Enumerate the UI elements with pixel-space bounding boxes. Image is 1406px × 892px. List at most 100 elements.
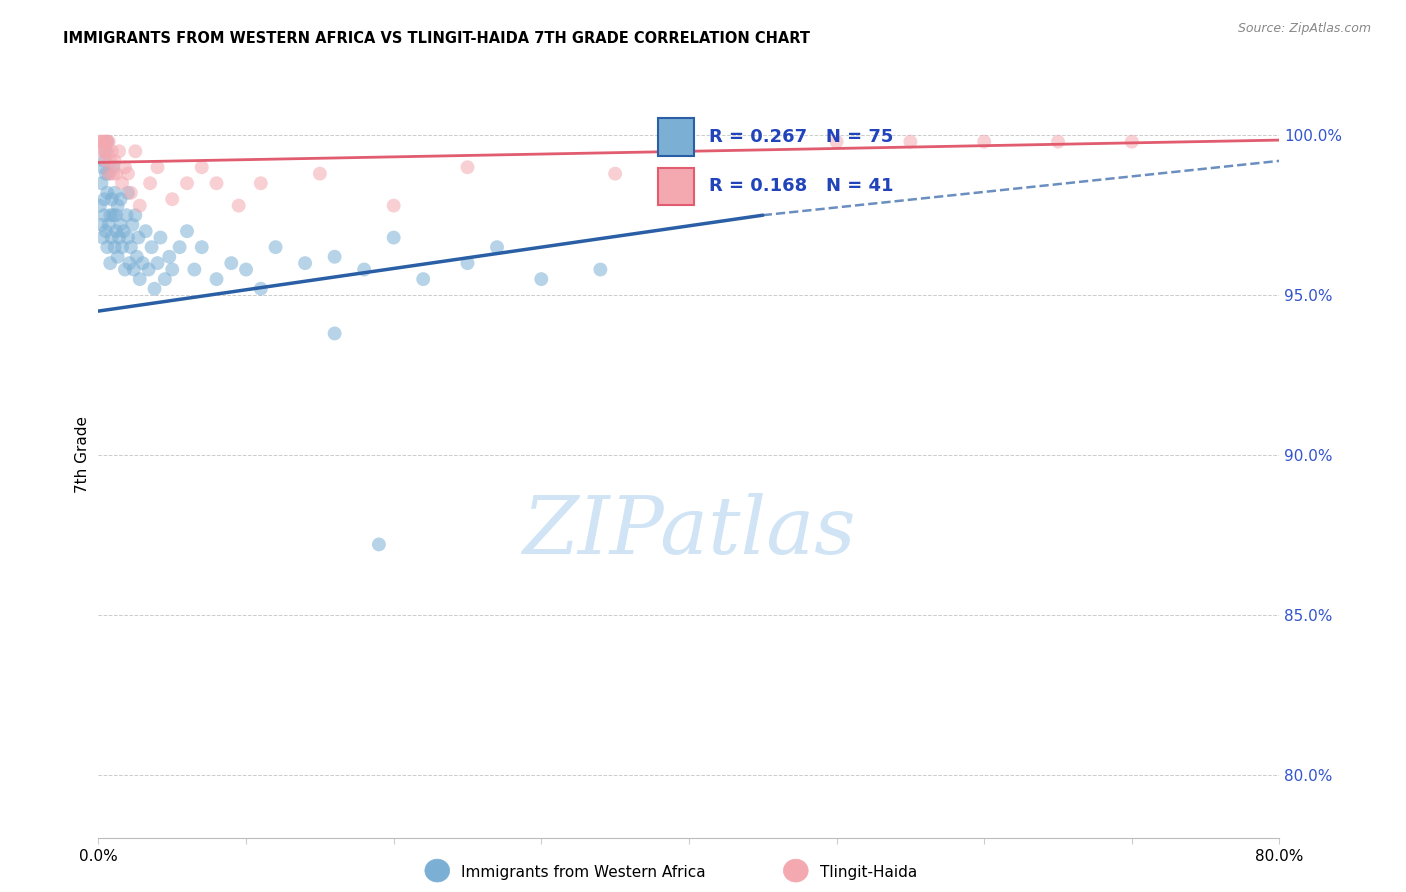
Point (100, 145, 122, 159)
Text: Source: ZipAtlas.com: Source: ZipAtlas.com (1237, 22, 1371, 36)
Text: IMMIGRANTS FROM WESTERN AFRICA VS TLINGIT-HAIDA 7TH GRADE CORRELATION CHART: IMMIGRANTS FROM WESTERN AFRICA VS TLINGI… (63, 31, 810, 46)
Point (93, 135, 115, 149)
FancyBboxPatch shape (658, 168, 695, 205)
Point (96, 135, 118, 149)
Point (124, 208, 146, 222)
Point (309, 167, 332, 181)
Point (1046, 135, 1070, 149)
Point (457, 256, 479, 270)
Point (114, 262, 136, 277)
Point (323, 250, 346, 264)
Point (100, 192, 122, 206)
Point (250, 282, 273, 296)
Point (111, 176, 134, 190)
Point (97, 167, 120, 181)
Point (973, 135, 995, 149)
Point (93, 153, 115, 168)
Point (176, 224, 198, 238)
Point (250, 176, 273, 190)
Point (124, 145, 146, 159)
Point (108, 145, 131, 159)
Point (138, 262, 160, 277)
Point (117, 167, 139, 181)
Point (97, 167, 120, 181)
Point (157, 250, 180, 264)
Point (112, 224, 135, 238)
Point (139, 176, 162, 190)
Point (104, 186, 127, 200)
Point (96, 135, 118, 149)
Point (382, 230, 405, 244)
Point (221, 256, 243, 270)
Point (530, 272, 553, 286)
Point (162, 262, 183, 277)
Point (486, 240, 509, 254)
Point (149, 230, 172, 244)
Point (228, 199, 250, 213)
Point (103, 161, 125, 175)
Point (264, 240, 287, 254)
Point (105, 167, 128, 181)
Point (94, 145, 117, 159)
Point (96, 145, 118, 159)
Point (128, 272, 150, 286)
Point (162, 192, 183, 206)
Point (115, 208, 138, 222)
Point (120, 240, 142, 254)
Point (125, 250, 148, 264)
Circle shape (783, 859, 808, 882)
Point (89, 199, 111, 213)
Point (141, 240, 163, 254)
Point (1121, 135, 1143, 149)
Point (127, 230, 149, 244)
Point (93, 145, 115, 159)
Point (103, 167, 125, 181)
Point (91, 135, 114, 149)
Point (589, 262, 612, 277)
Point (323, 326, 346, 341)
Point (457, 161, 479, 175)
Point (94, 224, 117, 238)
Point (900, 135, 922, 149)
Text: R = 0.168   N = 41: R = 0.168 N = 41 (709, 178, 893, 195)
Point (205, 176, 228, 190)
Point (412, 272, 434, 286)
Point (825, 135, 848, 149)
Point (146, 161, 169, 175)
Point (120, 186, 142, 200)
Point (107, 199, 129, 213)
Point (353, 262, 375, 277)
Point (93, 208, 115, 222)
Point (97, 218, 120, 232)
Point (121, 218, 143, 232)
Point (98, 208, 121, 222)
Point (169, 240, 191, 254)
Point (110, 192, 132, 206)
Point (153, 272, 176, 286)
Point (183, 262, 205, 277)
Point (94, 153, 117, 168)
Text: R = 0.267   N = 75: R = 0.267 N = 75 (709, 128, 893, 146)
Point (382, 199, 405, 213)
Point (135, 224, 157, 238)
Point (94, 167, 117, 181)
Point (294, 256, 316, 270)
Point (96, 186, 118, 200)
Point (98, 153, 121, 168)
Point (605, 167, 627, 181)
Point (98, 256, 121, 270)
Point (143, 282, 166, 296)
FancyBboxPatch shape (658, 118, 695, 156)
Point (107, 250, 129, 264)
Point (110, 218, 132, 232)
Point (146, 256, 169, 270)
Point (117, 186, 139, 200)
Text: Tlingit-Haida: Tlingit-Haida (820, 865, 917, 880)
Point (90, 218, 112, 232)
Point (93, 192, 115, 206)
Point (191, 161, 214, 175)
Point (176, 176, 198, 190)
Point (91, 230, 114, 244)
Point (91, 161, 114, 175)
Point (368, 537, 391, 551)
